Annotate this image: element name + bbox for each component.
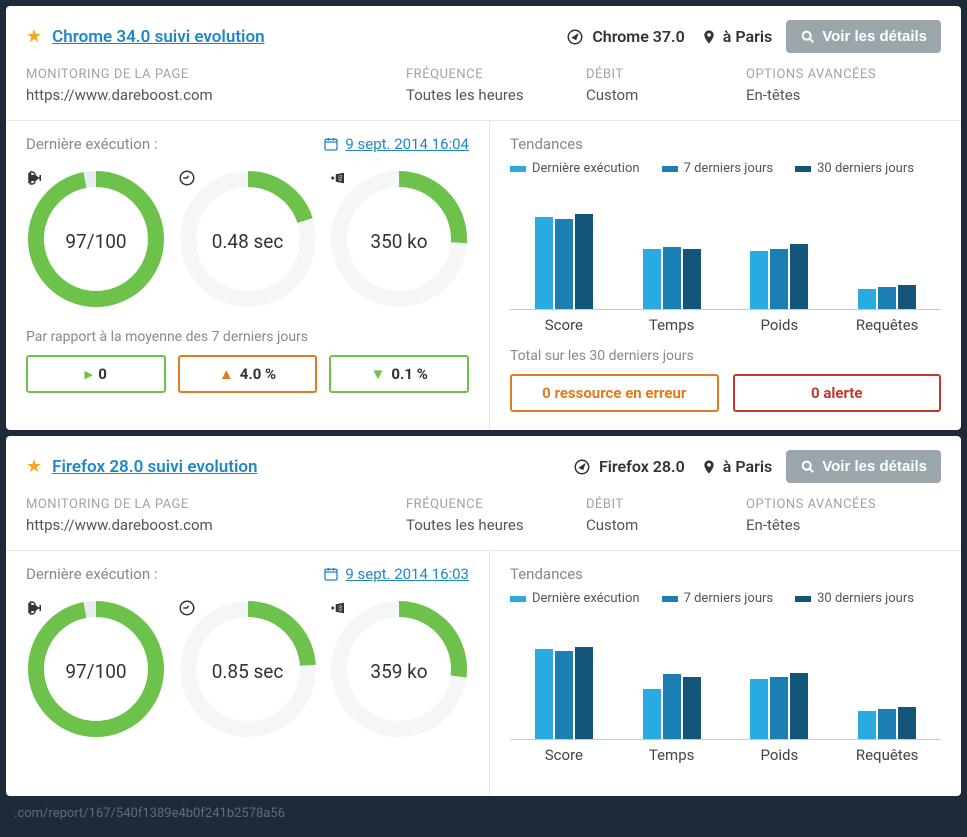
compare-box: ▼0.1 %: [329, 355, 469, 393]
last-exec-label: Dernière exécution :: [26, 135, 157, 153]
favorite-star-icon[interactable]: ★: [26, 26, 42, 47]
meta-label: MONITORING DE LA PAGE: [26, 67, 366, 82]
view-details-button[interactable]: Voir les détails: [786, 450, 941, 483]
card-title-link[interactable]: Firefox 28.0 suivi evolution: [52, 457, 257, 477]
chart-category: Temps: [637, 316, 707, 334]
chart-category: Temps: [637, 746, 707, 764]
chart-legend: Dernière exécution7 derniers jours30 der…: [510, 161, 941, 176]
chart-legend: Dernière exécution7 derniers jours30 der…: [510, 591, 941, 606]
trends-label: Tendances: [510, 135, 941, 153]
gauge-weight: KG359 ko: [329, 599, 469, 739]
trends-label: Tendances: [510, 565, 941, 583]
monitoring-card: ★ Firefox 28.0 suivi evolution Firefox 28.…: [6, 436, 961, 796]
location-info: à Paris: [701, 27, 772, 46]
gauge-trophy: 97/100: [26, 599, 166, 739]
favorite-star-icon[interactable]: ★: [26, 456, 42, 477]
exec-date-link[interactable]: 9 sept. 2014 16:03: [323, 565, 469, 583]
card-title-link[interactable]: Chrome 34.0 suivi evolution: [52, 27, 264, 47]
chart-category: Requêtes: [852, 746, 922, 764]
gauge-clock: 0.48 sec: [178, 169, 318, 309]
location-info: à Paris: [701, 457, 772, 476]
compare-label: Par rapport à la moyenne des 7 derniers …: [26, 329, 469, 345]
exec-date-link[interactable]: 9 sept. 2014 16:04: [323, 135, 469, 153]
meta-label: MONITORING DE LA PAGE: [26, 497, 366, 512]
monitored-url: https://www.dareboost.com: [26, 86, 366, 104]
gauge-trophy: 97/100: [26, 169, 166, 309]
gauge-clock: 0.85 sec: [178, 599, 318, 739]
trends-barchart: [510, 620, 941, 740]
monitored-url: https://www.dareboost.com: [26, 516, 366, 534]
trends-barchart: [510, 190, 941, 310]
alert-box[interactable]: 0 alerte: [733, 374, 942, 412]
alert-box[interactable]: 0 ressource en erreur: [510, 374, 719, 412]
browser-info: Chrome 37.0: [566, 27, 684, 46]
gauge-weight: KG350 ko: [329, 169, 469, 309]
chart-category: Poids: [744, 316, 814, 334]
footer-path: .com/report/167/540f1389e4b0f241b2578a56: [6, 802, 961, 825]
total-30-label: Total sur les 30 derniers jours: [510, 348, 941, 364]
browser-info: Firefox 28.0: [573, 457, 685, 476]
view-details-button[interactable]: Voir les détails: [786, 20, 941, 53]
chart-category: Score: [529, 316, 599, 334]
compare-box: ▸0: [26, 355, 166, 393]
chart-category: Poids: [744, 746, 814, 764]
last-exec-label: Dernière exécution :: [26, 565, 157, 583]
svg-text:KG: KG: [338, 605, 344, 611]
chart-category: Requêtes: [852, 316, 922, 334]
svg-text:KG: KG: [338, 175, 344, 181]
monitoring-card: ★ Chrome 34.0 suivi evolution Chrome 37.0 à…: [6, 6, 961, 430]
chart-category: Score: [529, 746, 599, 764]
compare-box: ▲4.0 %: [178, 355, 318, 393]
